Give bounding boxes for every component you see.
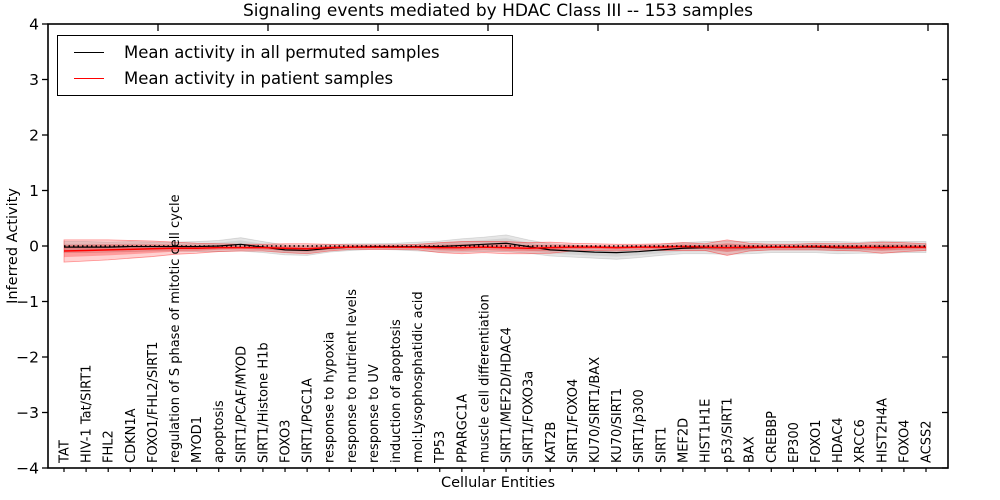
legend-line-sample-patient [74, 78, 104, 79]
x-tick-label: CDKN1A [124, 408, 139, 463]
x-tick-label: FOXO3 [279, 420, 294, 463]
x-tick-label: response to UV [367, 364, 382, 463]
x-tick-label: FOXO4 [897, 420, 912, 463]
x-tick-label: SIRT1/FOXO3a [522, 371, 537, 463]
x-tick-label: SIRT1/PCAF/MYOD [234, 346, 249, 463]
x-tick-label: KU70/SIRT1/BAX [588, 357, 603, 463]
x-tick-label: SIRT1/Histone H1b [256, 342, 271, 463]
x-tick-label: SIRT1/FOXO4 [566, 379, 581, 463]
x-tick-label: response to nutrient levels [345, 289, 360, 463]
legend-label-permuted: Mean activity in all permuted samples [124, 43, 440, 62]
x-tick-label: mol:Lysophosphatidic acid [411, 291, 426, 463]
x-tick-label: KAT2B [544, 422, 559, 463]
x-axis-label: Cellular Entities [440, 475, 556, 491]
x-tick-label: FOXO1/FHL2/SIRT1 [146, 342, 161, 463]
y-tick-label: 4 [29, 16, 39, 34]
legend-item-permuted: Mean activity in all permuted samples [74, 43, 512, 62]
x-tick-label: SIRT1/MEF2D/HDAC4 [500, 327, 515, 463]
x-tick-label: XRCC6 [853, 419, 868, 463]
y-tick-label: 1 [29, 182, 39, 200]
patient-mean-line [63, 245, 926, 252]
x-tick-label: TP53 [433, 431, 448, 464]
legend-line-sample-permuted [74, 52, 104, 53]
y-tick-label: −3 [16, 404, 39, 422]
x-tick-label: PPARGC1A [455, 394, 470, 463]
x-tick-label: ACSS2 [920, 420, 935, 463]
x-tick-label: KU70/SIRT1 [610, 388, 625, 463]
y-tick-label: −4 [16, 460, 39, 478]
x-tick-label: SIRT1 [654, 427, 669, 463]
chart-title: Signaling events mediated by HDAC Class … [242, 1, 754, 21]
x-tick-label: HIST1H1E [698, 399, 713, 463]
y-tick-label: −1 [16, 293, 39, 311]
x-tick-label: response to hypoxia [323, 332, 338, 463]
x-tick-label: HIV-1 Tat/SIRT1 [80, 365, 95, 463]
x-tick-label: p53/SIRT1 [721, 397, 736, 463]
x-tick-label: HIST2H4A [875, 398, 890, 463]
x-tick-label: TAT [58, 440, 73, 464]
x-tick-label: muscle cell differentiation [477, 294, 492, 463]
x-tick-label: HDAC4 [831, 417, 846, 463]
legend-item-patient: Mean activity in patient samples [74, 69, 512, 88]
y-tick-label: −2 [16, 349, 39, 367]
legend: Mean activity in all permuted samples Me… [57, 35, 513, 96]
x-tick-label: FHL2 [102, 430, 117, 463]
x-tick-label: FOXO1 [809, 420, 824, 463]
y-tick-label: 3 [29, 71, 39, 89]
x-tick-label: BAX [743, 436, 758, 463]
x-tick-label: CREBBP [765, 411, 780, 463]
y-tick-label: 0 [29, 238, 39, 256]
x-tick-label: EP300 [787, 422, 802, 463]
x-tick-label: MYOD1 [190, 416, 205, 463]
x-tick-label: SIRT1/p300 [632, 389, 647, 463]
patient-std-band [63, 239, 927, 263]
x-tick-label: SIRT1/PGC1A [301, 378, 316, 463]
legend-label-patient: Mean activity in patient samples [124, 69, 394, 88]
y-tick-label: 2 [29, 127, 39, 145]
x-tick-label: regulation of S phase of mitotic cell cy… [168, 194, 183, 463]
x-tick-label: MEF2D [676, 418, 691, 463]
x-tick-label: apoptosis [212, 400, 227, 463]
x-tick-label: induction of apoptosis [389, 319, 404, 463]
